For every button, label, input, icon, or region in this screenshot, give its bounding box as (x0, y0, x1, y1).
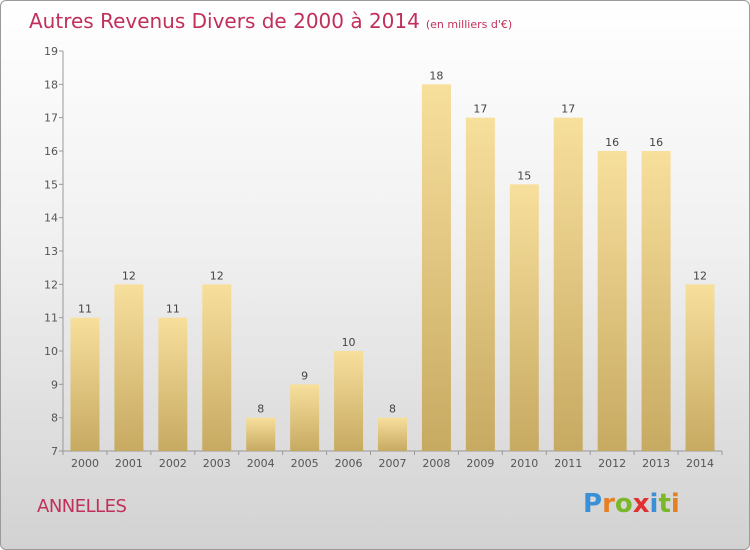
proxiti-logo: Proxiti (583, 489, 680, 519)
logo-letter: r (602, 489, 615, 519)
data-label: 15 (517, 169, 531, 182)
data-label: 18 (429, 69, 443, 82)
data-label: 16 (649, 136, 663, 149)
x-tick-label: 2007 (379, 457, 407, 470)
data-label: 8 (257, 403, 264, 416)
data-label: 8 (389, 403, 396, 416)
data-label: 9 (301, 369, 308, 382)
x-tick-label: 2009 (466, 457, 494, 470)
data-label: 11 (166, 303, 180, 316)
y-tick-label: 17 (44, 112, 58, 125)
logo-letter: t (658, 489, 671, 519)
x-tick-label: 2004 (247, 457, 275, 470)
bar (202, 284, 232, 451)
data-label: 16 (605, 136, 619, 149)
bar (290, 384, 320, 451)
bar (246, 417, 276, 451)
x-tick-label: 2008 (422, 457, 450, 470)
logo-letter: o (614, 489, 633, 519)
x-tick-label: 2006 (335, 457, 363, 470)
y-tick-label: 18 (44, 78, 58, 91)
data-label: 12 (210, 269, 224, 282)
data-label: 17 (473, 103, 487, 116)
title-unit: (en milliers d'€) (425, 18, 513, 31)
data-label: 10 (342, 336, 356, 349)
y-tick-label: 19 (44, 45, 58, 58)
bar (597, 151, 627, 451)
y-tick-label: 11 (44, 312, 58, 325)
data-label: 12 (693, 269, 707, 282)
x-tick-label: 2011 (554, 457, 582, 470)
x-tick-label: 2003 (203, 457, 231, 470)
bar (114, 284, 144, 451)
chart-title: Autres Revenus Divers de 2000 à 2014 (en … (29, 9, 512, 33)
commune-name: ANNELLES (37, 496, 127, 517)
y-tick-label: 15 (44, 178, 58, 191)
bar (465, 117, 495, 452)
x-tick-label: 2001 (115, 457, 143, 470)
bar (509, 184, 539, 452)
data-label: 12 (122, 269, 136, 282)
y-tick-label: 14 (44, 212, 58, 225)
bar (421, 84, 451, 451)
x-tick-label: 2010 (510, 457, 538, 470)
y-tick-label: 13 (44, 245, 58, 258)
x-tick-label: 2012 (598, 457, 626, 470)
x-tick-label: 2002 (159, 457, 187, 470)
logo-letter: i (670, 489, 680, 519)
y-tick-label: 7 (51, 445, 58, 458)
x-tick-label: 2000 (71, 457, 99, 470)
logo-letter: P (583, 489, 603, 519)
logo-letter: i (649, 489, 659, 519)
x-tick-label: 2005 (291, 457, 319, 470)
y-tick-label: 9 (51, 378, 58, 391)
bar (158, 317, 188, 451)
bar (70, 317, 100, 451)
x-tick-label: 2013 (642, 457, 670, 470)
bar (553, 117, 583, 452)
y-tick-label: 16 (44, 145, 58, 158)
y-tick-label: 10 (44, 345, 58, 358)
title-text: Autres Revenus Divers de 2000 à 2014 (29, 9, 420, 33)
bar (641, 151, 671, 451)
bar (685, 284, 715, 451)
x-tick-label: 2014 (686, 457, 714, 470)
data-label: 11 (78, 303, 92, 316)
logo-letter: x (632, 489, 650, 519)
y-tick-label: 12 (44, 278, 58, 291)
data-label: 17 (561, 103, 575, 116)
bar (334, 351, 364, 451)
bar (378, 417, 407, 451)
y-tick-label: 8 (51, 412, 58, 425)
